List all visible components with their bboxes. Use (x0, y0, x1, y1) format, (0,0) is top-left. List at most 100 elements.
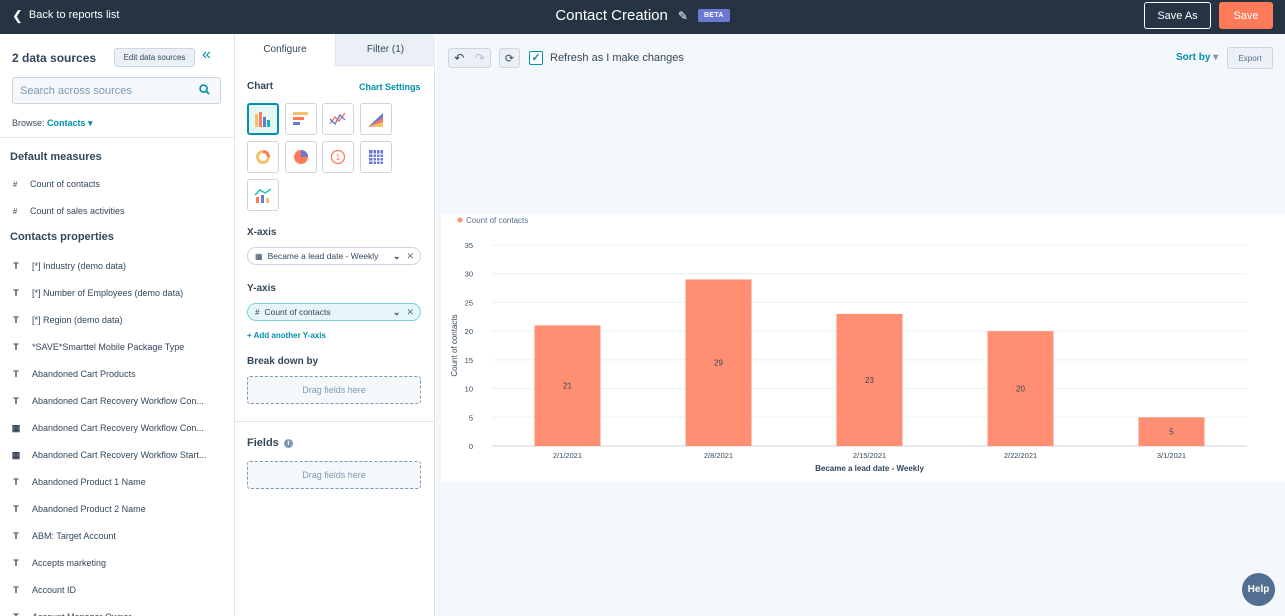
property-item[interactable]: T [*] Number of Employees (demo data) (0, 285, 183, 301)
browse-label: Browse: (12, 118, 45, 128)
property-label: ABM: Target Account (32, 531, 116, 541)
y-tick-label: 15 (465, 356, 473, 365)
property-item[interactable]: T Abandoned Cart Products (0, 366, 135, 382)
report-title-area: Contact Creation ✎ BETA (0, 7, 1285, 24)
refresh-label: Refresh as I make changes (550, 52, 684, 64)
property-label: Abandoned Cart Recovery Workflow Start..… (32, 450, 207, 460)
text-type-icon: T (13, 261, 19, 271)
text-type-icon: T (13, 396, 19, 406)
bar-chart: Count of contacts 0 5 10 15 20 25 30 35 Count of … (450, 216, 1247, 473)
property-item[interactable]: T Account ID (0, 582, 76, 598)
chart-settings-link[interactable]: Chart Settings (359, 82, 421, 92)
search-icon[interactable] (199, 84, 210, 95)
chevron-down-icon[interactable]: ⌄ (392, 250, 401, 261)
back-to-reports-link[interactable]: ❮ Back to reports list (12, 9, 119, 22)
search-input[interactable] (13, 78, 188, 103)
chart-type-vertical-bar[interactable] (247, 103, 279, 135)
vertical-bar-chart-icon (255, 112, 270, 127)
refresh-checkbox[interactable]: ✓ (529, 51, 543, 65)
undo-icon[interactable]: ↶ (454, 51, 465, 65)
property-label: Accepts marketing (32, 558, 107, 568)
sort-by-label: Sort by (1176, 52, 1211, 63)
text-type-icon: T (13, 288, 19, 298)
save-button[interactable]: Save (1219, 2, 1273, 29)
measure-item[interactable]: # Count of sales activities (0, 203, 125, 219)
property-label: [*] Number of Employees (demo data) (32, 288, 184, 298)
contact-properties-heading: Contacts properties (10, 231, 114, 243)
property-item[interactable]: T Accepts marketing (0, 555, 106, 571)
chart-type-area[interactable] (360, 103, 392, 135)
combo-chart-icon (254, 188, 272, 203)
calendar-icon: ▦ (255, 251, 263, 261)
breakdown-label: Break down by (247, 356, 319, 367)
property-item[interactable]: T ABM: Target Account (0, 528, 116, 544)
bar-data-label: 5 (1169, 428, 1174, 437)
measure-label: Count of contacts (30, 179, 101, 189)
property-item[interactable]: T Abandoned Cart Recovery Workflow Con... (0, 393, 204, 409)
help-button[interactable]: Help (1242, 573, 1275, 606)
tab-filter[interactable]: Filter (1) (335, 34, 435, 66)
measure-item[interactable]: # Count of contacts (0, 176, 100, 192)
text-type-icon: T (13, 315, 19, 325)
chart-type-line[interactable] (322, 103, 354, 135)
add-y-axis-link[interactable]: + Add another Y-axis (247, 331, 326, 340)
bar (987, 331, 1054, 446)
chart-type-table[interactable] (360, 141, 392, 173)
bar (836, 313, 903, 446)
chevron-down-icon[interactable]: ⌄ (392, 306, 401, 317)
property-label: [*] Region (demo data) (32, 315, 123, 325)
property-item[interactable]: T [*] Region (demo data) (0, 312, 123, 328)
property-item[interactable]: T [*] Industry (demo data) (0, 258, 126, 274)
y-tick-label: 10 (465, 385, 473, 394)
y-axis-label: Count of contacts (450, 314, 459, 376)
text-type-icon: T (13, 369, 19, 379)
svg-text:1: 1 (336, 153, 341, 162)
beta-badge: BETA (697, 9, 730, 22)
redo-icon[interactable]: ↷ (474, 51, 485, 65)
legend-label: Count of contacts (466, 216, 528, 225)
chart-type-donut[interactable] (247, 141, 279, 173)
y-tick-label: 5 (469, 413, 473, 422)
property-item[interactable]: T *SAVE*Smarttel Mobile Package Type (0, 339, 184, 355)
y-tick-label: 35 (465, 241, 473, 250)
property-item[interactable]: T Abandoned Product 2 Name (0, 501, 145, 517)
pie-chart-icon (294, 150, 308, 164)
chart-type-summary[interactable]: 1 (322, 141, 354, 173)
save-as-button[interactable]: Save As (1144, 2, 1211, 29)
bar (685, 279, 752, 446)
pencil-icon[interactable]: ✎ (677, 8, 688, 23)
property-item[interactable]: ▦ Abandoned Cart Recovery Workflow Con... (0, 420, 204, 436)
yaxis-pill[interactable]: # Count of contacts ⌄ ✕ (247, 303, 421, 321)
bar-data-label: 29 (714, 359, 723, 368)
refresh-icon[interactable]: ⟳ (499, 48, 520, 68)
x-tick-label: 2/1/2021 (553, 451, 582, 460)
fields-dropzone[interactable]: Drag fields here (247, 461, 421, 489)
divider (235, 421, 435, 422)
sort-by-dropdown[interactable]: Sort by ▾ (1176, 52, 1219, 63)
edit-data-sources-button[interactable]: Edit data sources (114, 48, 195, 67)
text-type-icon: T (13, 558, 19, 568)
xaxis-pill[interactable]: ▦ Became a lead date - Weekly ⌄ ✕ (247, 247, 421, 265)
chart-type-pie[interactable] (285, 141, 317, 173)
measure-label: Count of sales activities (30, 206, 125, 216)
chart-type-horizontal-bar[interactable] (285, 103, 317, 135)
text-type-icon: T (13, 504, 19, 514)
report-title[interactable]: Contact Creation (555, 7, 668, 24)
export-button[interactable]: Export (1227, 47, 1273, 69)
info-icon[interactable]: i (283, 439, 293, 448)
text-type-icon: T (0, 612, 32, 616)
remove-icon[interactable]: ✕ (406, 250, 414, 261)
browse-value: Contacts (47, 118, 86, 128)
property-item[interactable]: T Abandoned Product 1 Name (0, 474, 145, 490)
property-item[interactable]: ▦ Abandoned Cart Recovery Workflow Start.… (0, 447, 207, 463)
x-tick-label: 2/15/2021 (853, 451, 886, 460)
tab-configure[interactable]: Configure (235, 34, 335, 66)
browse-dropdown[interactable]: Contacts ▾ (47, 118, 93, 128)
chart-type-combo[interactable] (247, 179, 279, 211)
x-tick-label: 2/22/2021 (1004, 451, 1037, 460)
collapse-panel-icon[interactable]: « (202, 46, 211, 63)
hash-icon: # (12, 179, 18, 189)
remove-icon[interactable]: ✕ (406, 306, 414, 317)
breakdown-dropzone[interactable]: Drag fields here (247, 376, 421, 404)
